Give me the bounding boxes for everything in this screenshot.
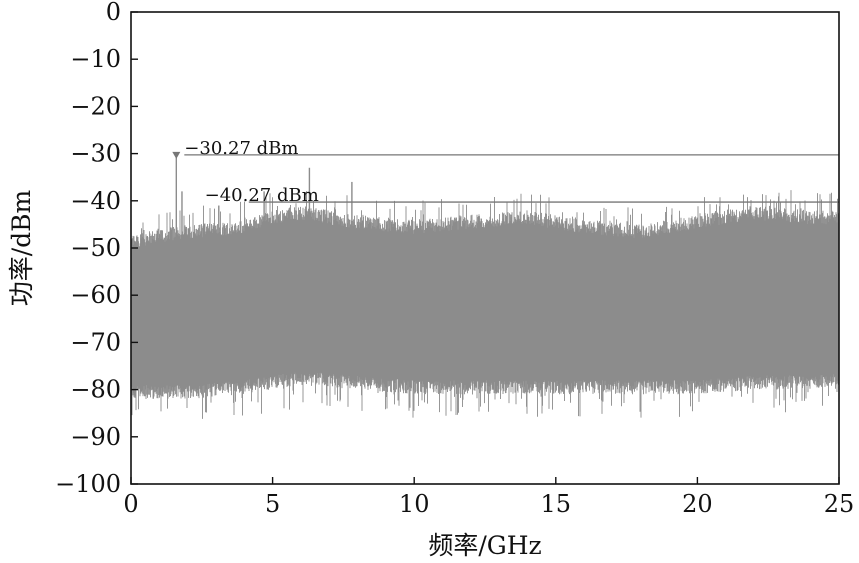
y-axis-title: 功率/dBm [7,189,36,306]
y-tick-label: 0 [106,0,121,26]
y-tick-label: −80 [70,376,121,404]
noise-trace [131,190,839,419]
y-tick-label: −10 [70,45,121,73]
peak-marker [172,151,181,159]
x-axis-title: 频率/GHz [428,531,541,560]
x-tick-label: 25 [824,490,855,518]
reference-lines: −30.27 dBm −40.27 dBm [184,138,839,206]
y-tick-label: −70 [70,328,121,356]
y-tick-label: −20 [70,92,121,120]
x-tick-label: 5 [265,490,280,518]
reference-label: −40.27 dBm [205,185,319,206]
x-tick-label: 15 [541,490,572,518]
y-tick-label: −60 [70,281,121,309]
x-tick-label: 20 [682,490,713,518]
spur-peaks [172,151,353,274]
y-tick-label: −90 [70,423,121,451]
y-axis-ticks: 0 −10 −20 −30 −40 −50 −60 −70 −80 −90 −100 [55,0,138,498]
reference-label: −30.27 dBm [184,138,298,159]
x-tick-label: 10 [399,490,430,518]
x-axis-ticks: 0 5 10 15 20 25 [123,477,854,518]
noise-floor-series [131,190,839,419]
y-tick-label: −40 [70,187,121,215]
y-tick-label: −30 [70,140,121,168]
x-tick-label: 0 [123,490,138,518]
y-tick-label: −50 [70,234,121,262]
y-tick-label: −100 [55,470,121,498]
